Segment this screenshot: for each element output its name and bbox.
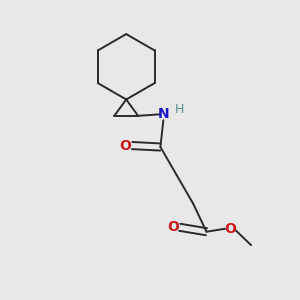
Text: N: N [158, 107, 169, 121]
Text: O: O [167, 220, 179, 234]
Text: O: O [120, 139, 132, 152]
Text: H: H [175, 103, 184, 116]
Text: O: O [224, 222, 236, 236]
